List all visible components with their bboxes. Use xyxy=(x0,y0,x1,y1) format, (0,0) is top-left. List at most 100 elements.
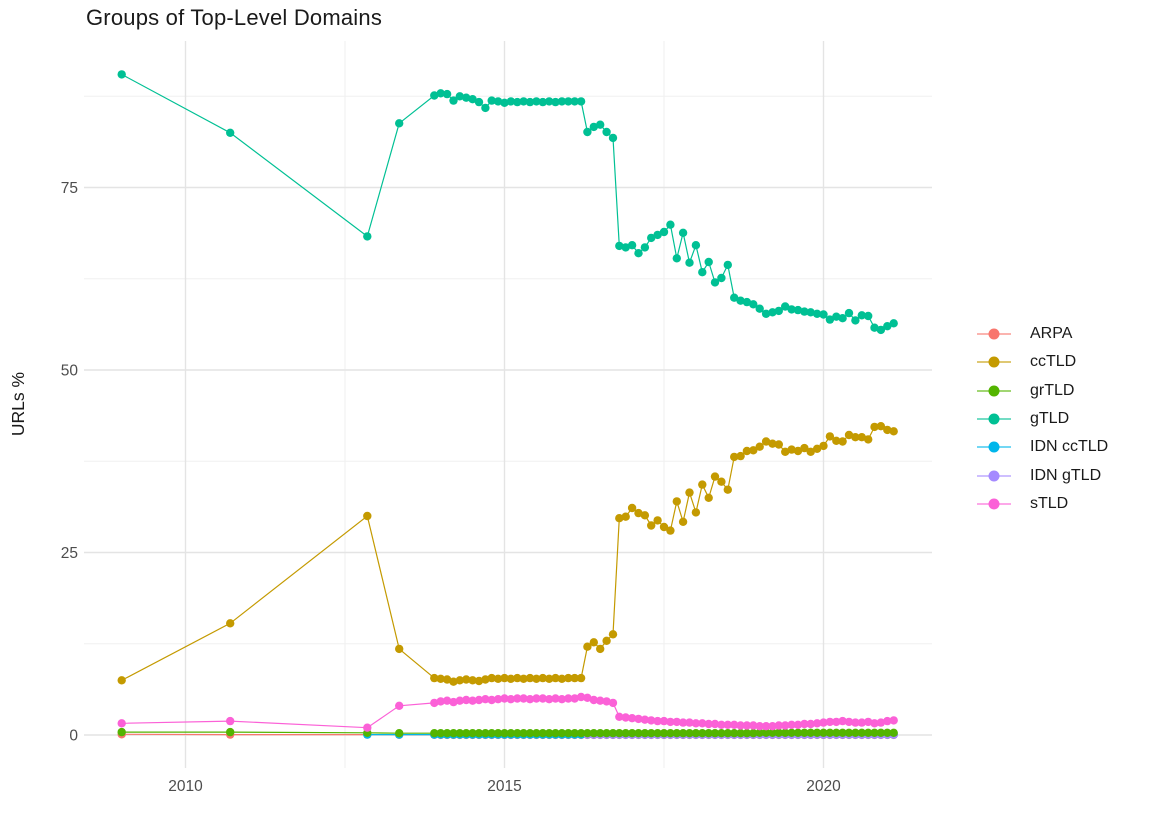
data-point-gtld xyxy=(838,314,847,323)
data-point-grtld xyxy=(430,729,439,738)
data-point-stld xyxy=(551,694,560,703)
data-point-gtld xyxy=(551,97,560,107)
data-point-grtld xyxy=(742,729,752,738)
legend-key-dot xyxy=(988,441,1000,453)
data-point-gtld xyxy=(883,322,892,331)
data-point-gtld xyxy=(442,89,452,99)
data-point-stld xyxy=(589,695,598,705)
data-point-stld xyxy=(870,719,879,728)
data-point-gtld xyxy=(685,258,694,267)
data-point-gtld xyxy=(781,302,790,311)
data-point-stld xyxy=(608,698,618,708)
data-point-grtld xyxy=(857,728,866,737)
data-point-stld xyxy=(717,720,726,729)
data-point-gtld xyxy=(468,95,477,104)
data-point-cctld xyxy=(449,677,458,686)
data-point-cctld xyxy=(857,433,866,442)
legend-item-stld: sTLD xyxy=(977,490,1108,518)
data-point-cctld xyxy=(395,644,404,654)
data-point-cctld xyxy=(864,435,873,444)
series-stld xyxy=(117,692,898,732)
data-point-grtld xyxy=(647,729,656,738)
data-point-stld xyxy=(513,694,522,703)
data-point-cctld xyxy=(698,480,707,489)
data-point-stld xyxy=(525,695,535,704)
data-point-gtld xyxy=(608,133,618,143)
data-point-stld xyxy=(698,719,707,728)
data-point-gtld xyxy=(806,308,815,317)
data-point-stld xyxy=(876,718,886,727)
data-point-grtld xyxy=(493,729,503,738)
data-point-cctld xyxy=(876,422,886,431)
data-point-grtld xyxy=(557,729,567,738)
data-point-grtld xyxy=(685,729,694,738)
data-point-stld xyxy=(730,720,739,729)
data-point-grtld xyxy=(462,729,471,738)
data-point-gtld xyxy=(825,315,835,324)
data-point-stld xyxy=(736,721,745,730)
data-point-grtld xyxy=(691,729,701,738)
data-point-gtld xyxy=(768,308,777,317)
data-point-gtld xyxy=(557,97,567,106)
data-point-stld xyxy=(519,694,528,703)
data-point-stld xyxy=(226,716,235,726)
data-point-gtld xyxy=(851,316,860,325)
data-point-cctld xyxy=(844,430,854,440)
data-point-grtld xyxy=(806,728,815,737)
legend-key-icon xyxy=(977,466,1011,486)
data-point-grtld xyxy=(570,729,579,738)
data-point-cctld xyxy=(889,427,898,436)
data-point-stld xyxy=(685,718,694,727)
data-point-gtld xyxy=(395,119,404,128)
data-point-gtld xyxy=(742,297,752,307)
data-point-gtld xyxy=(583,127,592,137)
data-point-stld xyxy=(583,693,592,702)
data-point-grtld xyxy=(627,729,637,738)
data-point-stld xyxy=(117,719,126,728)
data-point-cctld xyxy=(455,676,464,685)
data-point-cctld xyxy=(557,674,567,683)
data-point-grtld xyxy=(474,729,484,738)
data-point-grtld xyxy=(634,729,643,738)
data-point-grtld xyxy=(576,729,586,738)
data-point-gtld xyxy=(532,97,541,106)
data-point-gtld xyxy=(570,97,579,106)
data-point-gtld xyxy=(621,243,630,252)
data-point-cctld xyxy=(691,508,701,517)
data-point-stld xyxy=(851,718,860,727)
data-point-gtld xyxy=(500,98,509,108)
legend-label: gTLD xyxy=(1030,410,1070,428)
data-point-cctld xyxy=(806,447,815,456)
legend: ARPA ccTLD grTLD gTLD IDN ccTLD IDN gTLD sTLD xyxy=(977,320,1108,518)
data-point-grtld xyxy=(481,729,490,738)
data-point-grtld xyxy=(506,729,516,738)
data-point-grtld xyxy=(800,728,809,737)
data-point-gtld xyxy=(864,311,873,321)
data-point-grtld xyxy=(449,729,458,738)
data-point-stld xyxy=(615,712,624,721)
data-point-cctld xyxy=(647,521,656,530)
data-point-grtld xyxy=(819,728,828,737)
data-point-grtld xyxy=(117,727,126,737)
data-point-gtld xyxy=(436,89,445,98)
data-point-grtld xyxy=(774,728,783,737)
data-point-stld xyxy=(666,717,675,727)
data-point-grtld xyxy=(513,729,522,738)
y-tick-label: 50 xyxy=(61,363,79,380)
data-point-cctld xyxy=(430,673,439,683)
data-point-grtld xyxy=(666,729,675,738)
data-point-grtld xyxy=(525,729,535,738)
data-point-gtld xyxy=(640,243,650,252)
data-point-gtld xyxy=(870,323,879,332)
data-point-stld xyxy=(474,695,484,705)
data-point-cctld xyxy=(627,503,637,513)
data-point-cctld xyxy=(883,425,892,435)
data-point-cctld xyxy=(442,675,452,684)
data-point-cctld xyxy=(545,674,554,683)
data-point-cctld xyxy=(481,675,490,684)
legend-item-grtld: grTLD xyxy=(977,377,1108,405)
data-point-stld xyxy=(596,696,605,705)
data-point-grtld xyxy=(723,729,732,738)
data-point-cctld xyxy=(781,447,790,456)
data-point-grtld xyxy=(889,728,898,737)
